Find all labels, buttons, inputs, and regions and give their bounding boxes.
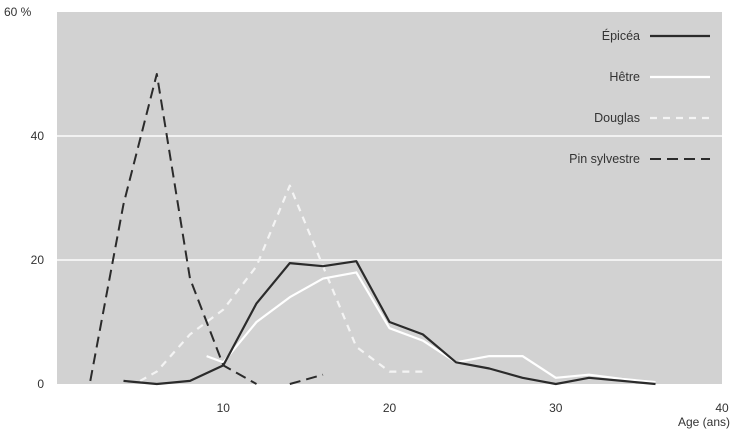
y-tick-label: 60 % bbox=[4, 5, 32, 19]
series-line-hetre bbox=[206, 271, 656, 384]
x-axis-ticks: 10 20 30 40 bbox=[217, 401, 729, 415]
y-tick-label: 40 bbox=[31, 129, 45, 143]
series-line-epicea bbox=[123, 260, 656, 386]
x-tick-label: 30 bbox=[549, 401, 563, 415]
x-tick-label: 20 bbox=[383, 401, 397, 415]
x-tick-label: 40 bbox=[715, 401, 729, 415]
series-line-pin-sylvestre-1 bbox=[89, 73, 257, 385]
x-axis-label: Age (ans) bbox=[678, 415, 730, 429]
series-layer bbox=[89, 73, 656, 386]
series-line-douglas bbox=[139, 184, 423, 382]
y-tick-label: 20 bbox=[31, 253, 45, 267]
series-line-pin-sylvestre-2 bbox=[289, 373, 324, 385]
legend: Épicéa Hêtre Douglas Pin sylvestre bbox=[569, 28, 710, 166]
x-tick-label: 10 bbox=[217, 401, 231, 415]
y-tick-label: 0 bbox=[37, 377, 44, 391]
legend-label-hetre: Hêtre bbox=[609, 70, 640, 84]
y-axis-ticks: 0 20 40 60 % bbox=[4, 5, 44, 391]
legend-label-epicea: Épicéa bbox=[602, 28, 640, 43]
legend-label-douglas: Douglas bbox=[594, 111, 640, 125]
legend-label-pin-sylvestre: Pin sylvestre bbox=[569, 152, 640, 166]
